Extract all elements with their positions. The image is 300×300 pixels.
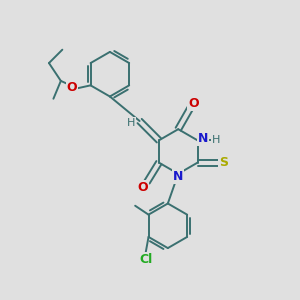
Text: O: O: [138, 181, 148, 194]
Text: S: S: [219, 156, 228, 169]
Text: O: O: [188, 97, 199, 110]
Text: N: N: [198, 132, 208, 146]
Text: N: N: [173, 170, 183, 183]
Text: O: O: [67, 81, 77, 94]
Text: H: H: [127, 118, 136, 128]
Text: Cl: Cl: [139, 253, 152, 266]
Text: H: H: [212, 135, 220, 145]
